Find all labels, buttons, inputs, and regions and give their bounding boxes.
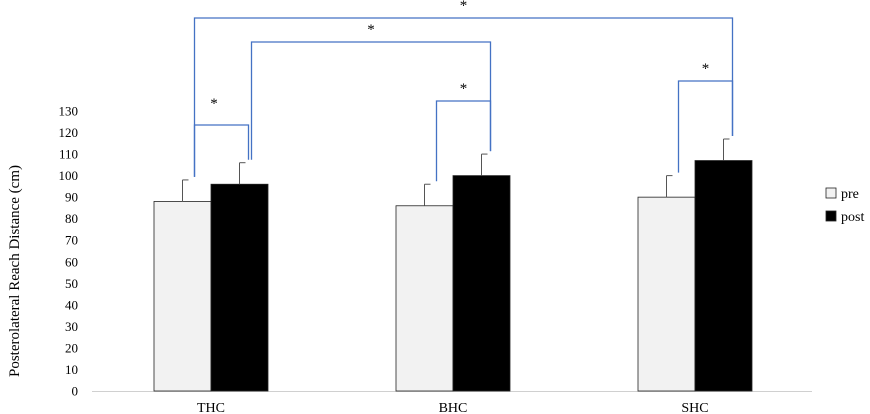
bar [153, 201, 212, 392]
significance-star: * [210, 96, 218, 112]
y-axis: 0 10 20 30 40 50 60 70 80 90 100 110 120 130 [59, 104, 79, 399]
y-tick-label: 10 [65, 362, 78, 377]
significance-bracket [250, 41, 492, 160]
significance-bracket [677, 80, 734, 173]
x-axis: THC BHC SHC [92, 391, 812, 414]
significance-star: * [367, 22, 375, 38]
y-tick-label: 30 [65, 319, 78, 334]
significance-bracket [435, 100, 492, 182]
y-tick-label: 100 [59, 168, 79, 183]
bar [395, 205, 454, 392]
y-tick-label: 60 [65, 254, 78, 269]
significance-bracket [193, 124, 250, 177]
legend-swatch [825, 210, 837, 222]
x-tick-label: BHC [439, 401, 468, 414]
legend-swatch [825, 187, 837, 199]
legend-label: pre [841, 187, 859, 202]
bars [153, 138, 753, 392]
y-tick-label: 120 [59, 125, 79, 140]
bar [694, 160, 753, 392]
significance-star: * [702, 61, 710, 77]
bar [210, 183, 269, 392]
significance-brackets: * * * * * [193, 0, 734, 182]
y-tick-label: 80 [65, 211, 78, 226]
legend: pre post [825, 187, 864, 225]
significance-bracket [193, 17, 734, 177]
y-tick-label: 20 [65, 340, 78, 355]
y-tick-label: 130 [59, 104, 79, 119]
y-tick-label: 0 [72, 384, 79, 399]
y-tick-label: 90 [65, 190, 78, 205]
y-tick-label: 50 [65, 276, 78, 291]
bar [452, 175, 511, 392]
y-tick-label: 40 [65, 297, 78, 312]
x-tick-label: THC [197, 401, 225, 414]
y-tick-label: 70 [65, 233, 78, 248]
y-axis-label: Posterolateral Reach Distance (cm) [7, 165, 23, 377]
significance-star: * [460, 0, 468, 14]
significance-star: * [460, 81, 468, 97]
y-tick-label: 110 [59, 147, 78, 162]
bar [637, 196, 696, 392]
legend-label: post [841, 210, 864, 225]
x-tick-label: SHC [681, 401, 708, 414]
